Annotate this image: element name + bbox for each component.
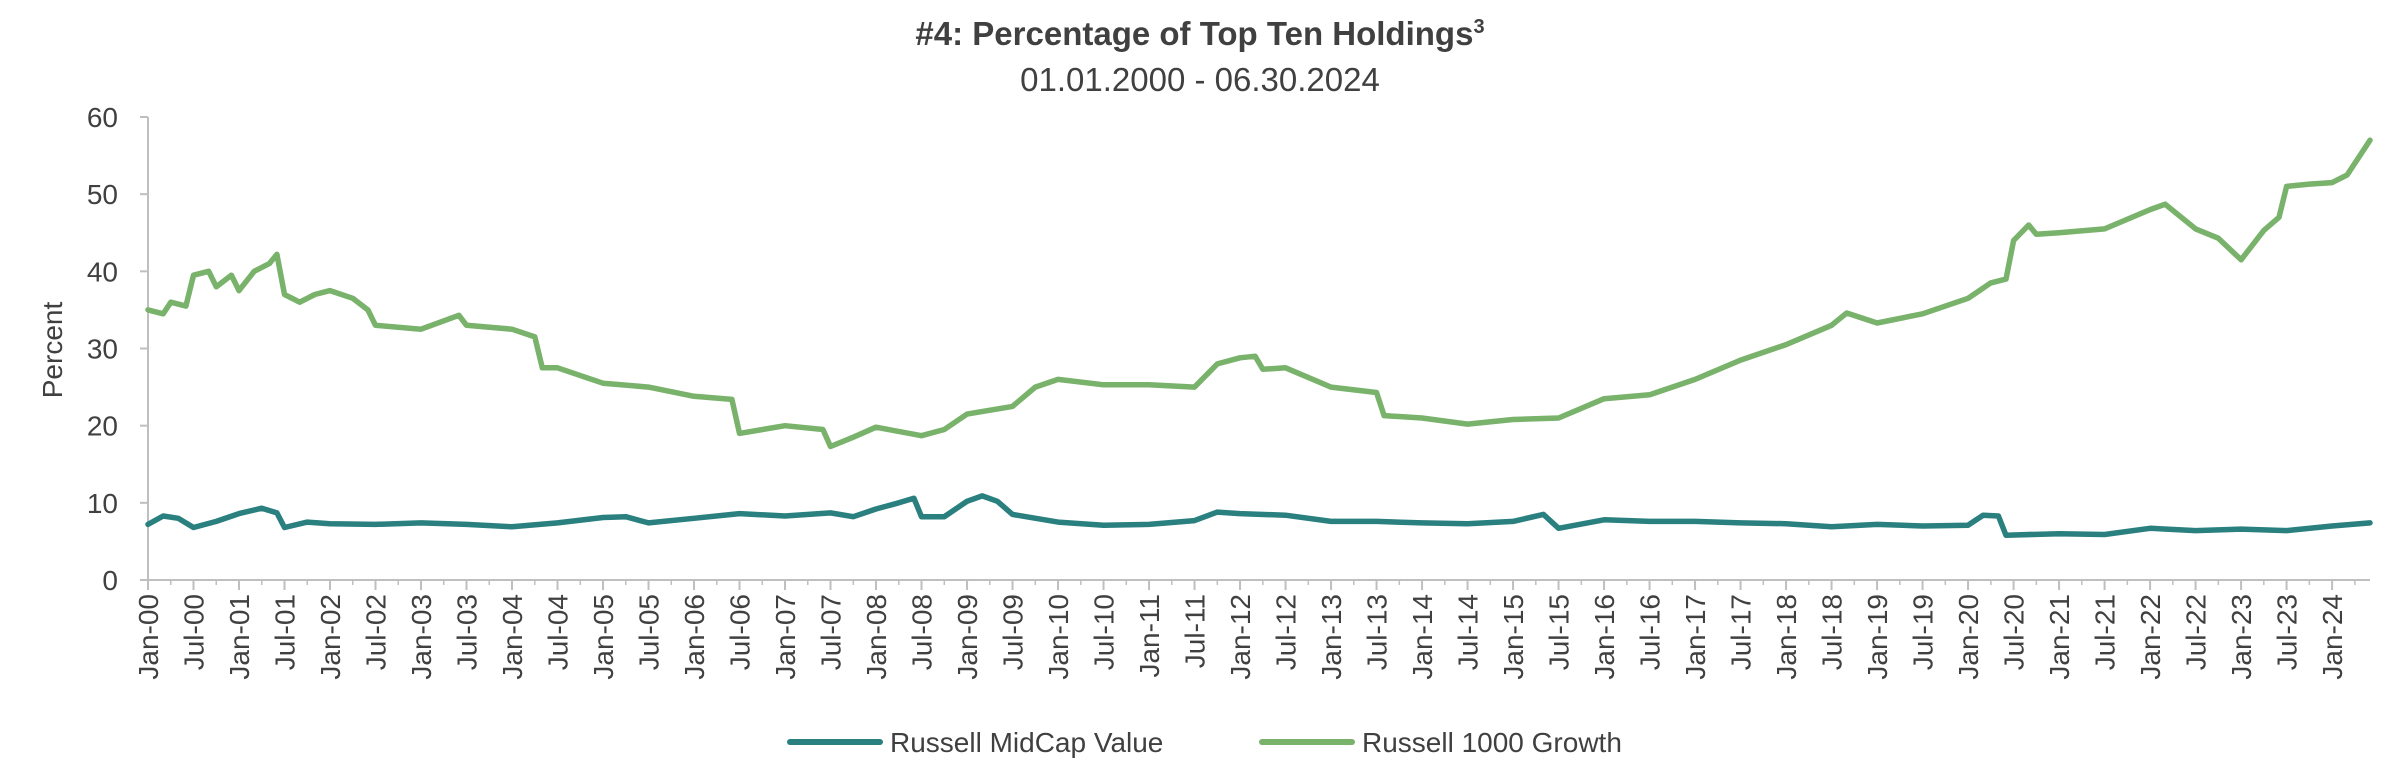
- x-tick-label: Jul-07: [816, 594, 847, 670]
- axes: 0 10 20 30 40 50 60 Jan-00 Jul-00 Jan-01 Jul-01 Jan…: [87, 102, 2370, 680]
- y-tick-label: 50: [87, 179, 118, 210]
- x-tick-label: Jan-06: [679, 594, 710, 680]
- y-tick-label: 20: [87, 411, 118, 442]
- x-tick-label: Jul-08: [907, 594, 938, 670]
- x-tick-label: Jan-13: [1316, 594, 1347, 680]
- x-tick-label: Jan-10: [1043, 594, 1074, 680]
- x-tick-label: Jul-01: [270, 594, 301, 670]
- legend: Russell MidCap Value Russell 1000 Growth: [787, 727, 1622, 758]
- y-tick-label: 60: [87, 102, 118, 133]
- x-tick-label: Jan-17: [1680, 594, 1711, 680]
- chart-title-superscript: 3: [1473, 16, 1484, 38]
- x-tick-label: Jul-16: [1635, 594, 1666, 670]
- x-tick-label: Jul-23: [2272, 594, 2303, 670]
- x-tick-label: Jan-18: [1771, 594, 1802, 680]
- x-tick-label: Jan-09: [952, 594, 983, 680]
- legend-label: Russell MidCap Value: [890, 727, 1163, 758]
- chart-title: #4: Percentage of Top Ten Holdings3: [915, 15, 1484, 52]
- y-tick-label: 40: [87, 256, 118, 287]
- x-tick-label: Jan-22: [2135, 594, 2166, 680]
- x-tick-label: Jan-20: [1953, 594, 1984, 680]
- x-tick-label: Jul-02: [361, 594, 392, 670]
- x-tick-label: Jul-00: [179, 594, 210, 670]
- chart-subtitle: 01.01.2000 - 06.30.2024: [1020, 61, 1380, 98]
- legend-label: Russell 1000 Growth: [1362, 727, 1622, 758]
- x-tick-label: Jan-08: [861, 594, 892, 680]
- x-tick-label: Jan-12: [1225, 594, 1256, 680]
- x-tick-label: Jan-04: [497, 594, 528, 680]
- x-tick-label: Jul-10: [1089, 594, 1120, 670]
- y-axis-label: Percent: [37, 302, 68, 399]
- series-line-russell-midcap-value: [145, 493, 2373, 538]
- x-tick-label: Jan-11: [1134, 594, 1165, 678]
- series-layer: [145, 137, 2373, 538]
- x-tick-label: Jul-17: [1726, 594, 1757, 670]
- x-tick-label: Jul-06: [725, 594, 756, 670]
- x-tick-label: Jan-15: [1498, 594, 1529, 680]
- x-tick-label: Jul-05: [634, 594, 665, 670]
- x-tick-label: Jan-21: [2044, 594, 2075, 680]
- x-tick-label: Jan-00: [133, 594, 164, 680]
- x-tick-label: Jul-18: [1817, 594, 1848, 670]
- x-tick-label: Jan-24: [2317, 594, 2348, 680]
- x-tick-label: Jan-01: [224, 594, 255, 680]
- x-tick-label: Jul-12: [1271, 594, 1302, 670]
- x-tick-label: Jan-02: [315, 594, 346, 680]
- x-tick-label: Jul-20: [1999, 594, 2030, 670]
- x-tick-label: Jul-15: [1544, 594, 1575, 670]
- x-tick-label: Jan-07: [770, 594, 801, 680]
- x-tick-label: Jul-21: [2090, 594, 2121, 670]
- y-tick-label: 30: [87, 334, 118, 365]
- x-tick-label: Jan-14: [1407, 594, 1438, 680]
- x-tick-label: Jan-03: [406, 594, 437, 680]
- series-line-russell-1000-growth: [145, 137, 2373, 450]
- x-tick-label: Jul-04: [543, 594, 574, 670]
- y-tick-label: 0: [102, 565, 118, 596]
- x-tick-label: Jul-22: [2181, 594, 2212, 670]
- y-tick-label: 10: [87, 488, 118, 519]
- x-tick-label: Jan-05: [588, 594, 619, 680]
- x-tick-label: Jan-23: [2226, 594, 2257, 680]
- x-tick-label: Jul-19: [1908, 594, 1939, 670]
- x-tick-label: Jan-16: [1589, 594, 1620, 680]
- x-tick-label: Jul-03: [452, 594, 483, 670]
- chart-title-text: #4: Percentage of Top Ten Holdings: [915, 15, 1473, 52]
- x-tick-label: Jul-13: [1362, 594, 1393, 670]
- x-tick-label: Jul-14: [1453, 594, 1484, 670]
- x-tick-label: Jan-19: [1862, 594, 1893, 680]
- x-tick-label: Jul-09: [998, 594, 1029, 670]
- x-tick-label: Jul-11: [1180, 594, 1211, 668]
